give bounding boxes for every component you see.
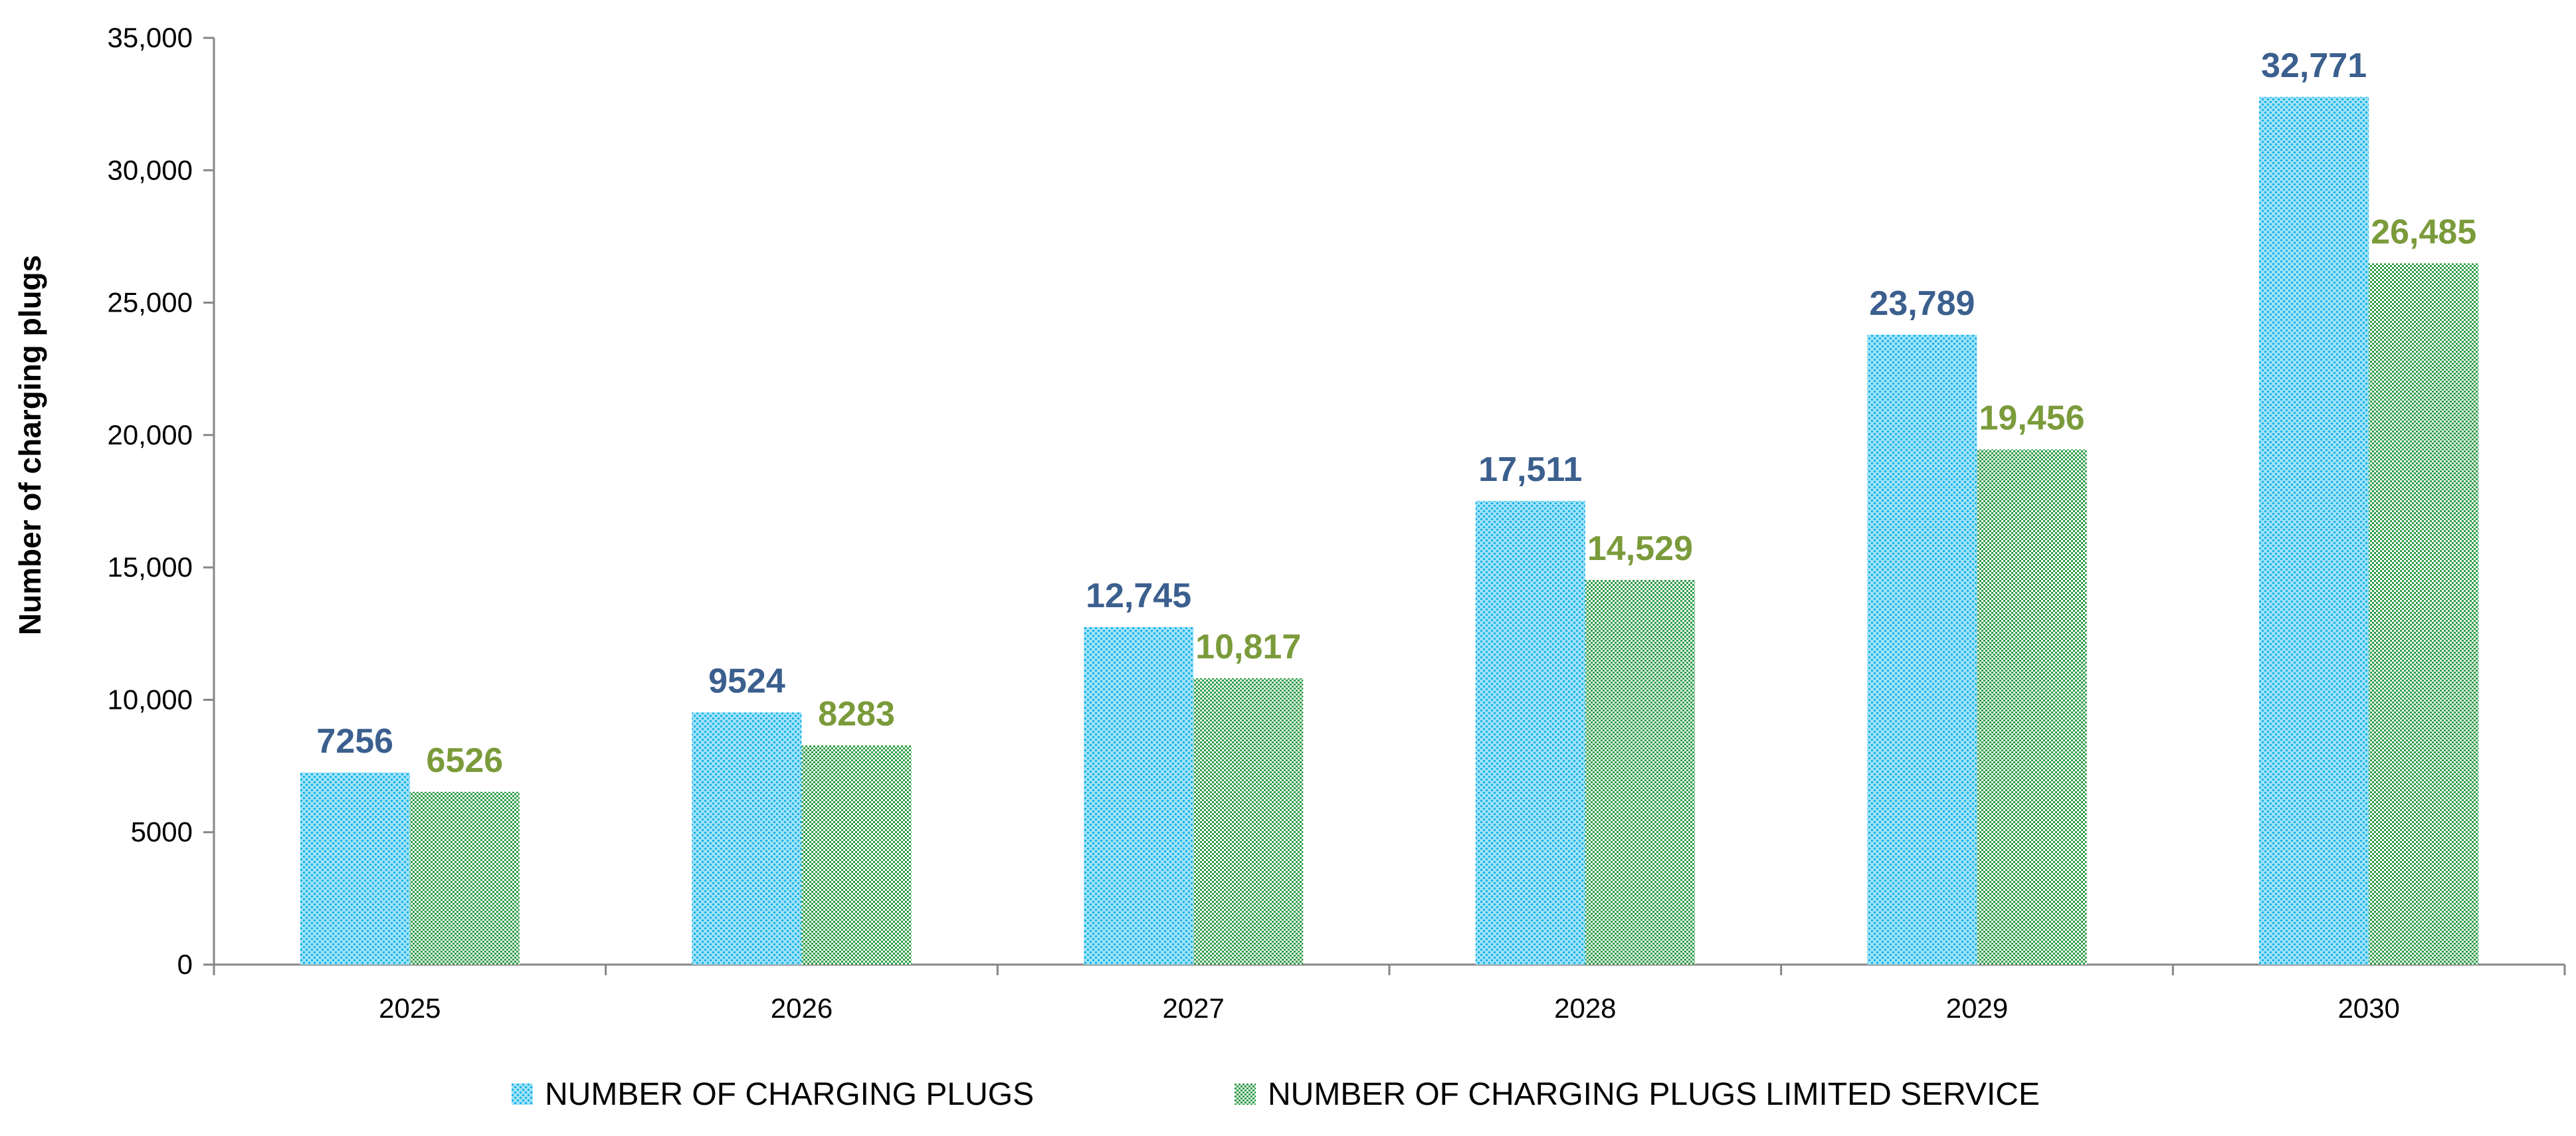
- data-label-2030-series-1: 32,771: [2261, 47, 2367, 85]
- x-tick-label: 2026: [771, 993, 833, 1024]
- bar-2026-series-1: [692, 712, 802, 965]
- bar-2027-series-2: [1193, 678, 1304, 965]
- legend-item-limited-service: NUMBER OF CHARGING PLUGS LIMITED SERVICE: [1235, 1071, 2040, 1117]
- x-tick-label: 2029: [1946, 993, 2008, 1024]
- y-tick-label: 15,000: [108, 551, 193, 583]
- y-tick-label: 30,000: [108, 154, 193, 185]
- bar-2030-series-2: [2369, 263, 2479, 965]
- y-tick-label: 35,000: [108, 22, 193, 53]
- legend-label-limited-service: NUMBER OF CHARGING PLUGS LIMITED SERVICE: [1268, 1076, 2040, 1112]
- data-label-2026-series-2: 8283: [818, 695, 895, 733]
- data-label-2026-series-1: 9524: [708, 662, 785, 700]
- legend-swatch-charging-plugs: [512, 1084, 533, 1105]
- bar-2025-series-2: [409, 791, 520, 965]
- bar-2025-series-1: [300, 772, 410, 965]
- data-label-2029-series-2: 19,456: [1979, 399, 2085, 438]
- legend-swatch-limited-service: [1235, 1084, 1256, 1105]
- x-tick-label: 2028: [1554, 993, 1616, 1024]
- data-label-2027-series-2: 10,817: [1195, 628, 1301, 666]
- bar-2029-series-2: [1977, 449, 2087, 965]
- data-label-2025-series-1: 7256: [316, 722, 393, 761]
- legend: NUMBER OF CHARGING PLUGS NUMBER OF CHARG…: [0, 1071, 2576, 1117]
- y-tick-label: 0: [177, 949, 193, 980]
- bar-2027-series-1: [1084, 627, 1194, 965]
- data-label-2028-series-1: 17,511: [1478, 450, 1582, 489]
- y-tick-label: 5000: [131, 816, 193, 848]
- legend-label-charging-plugs: NUMBER OF CHARGING PLUGS: [545, 1076, 1035, 1112]
- y-tick-label: 25,000: [108, 287, 193, 318]
- x-tick-label: 2025: [379, 993, 441, 1024]
- bar-2030-series-1: [2259, 96, 2369, 965]
- x-tick-label: 2027: [1162, 993, 1224, 1024]
- legend-item-charging-plugs: NUMBER OF CHARGING PLUGS: [512, 1071, 1034, 1117]
- x-tick-label: 2030: [2337, 993, 2399, 1024]
- bar-2028-series-2: [1585, 579, 1695, 965]
- y-axis-title-box: Number of charging plugs: [3, 255, 56, 635]
- bar-2029-series-1: [1867, 334, 1977, 965]
- bar-2028-series-1: [1475, 501, 1585, 965]
- bar-2026-series-2: [801, 745, 912, 965]
- y-tick-label: 20,000: [108, 419, 193, 450]
- data-label-2029-series-1: 23,789: [1869, 284, 1975, 323]
- data-label-2028-series-2: 14,529: [1587, 529, 1693, 568]
- data-label-2025-series-2: 6526: [427, 741, 504, 780]
- data-label-2030-series-2: 26,485: [2371, 213, 2476, 251]
- y-tick-label: 10,000: [108, 684, 193, 715]
- y-axis-title: Number of charging plugs: [13, 254, 47, 636]
- data-label-2027-series-1: 12,745: [1086, 577, 1191, 615]
